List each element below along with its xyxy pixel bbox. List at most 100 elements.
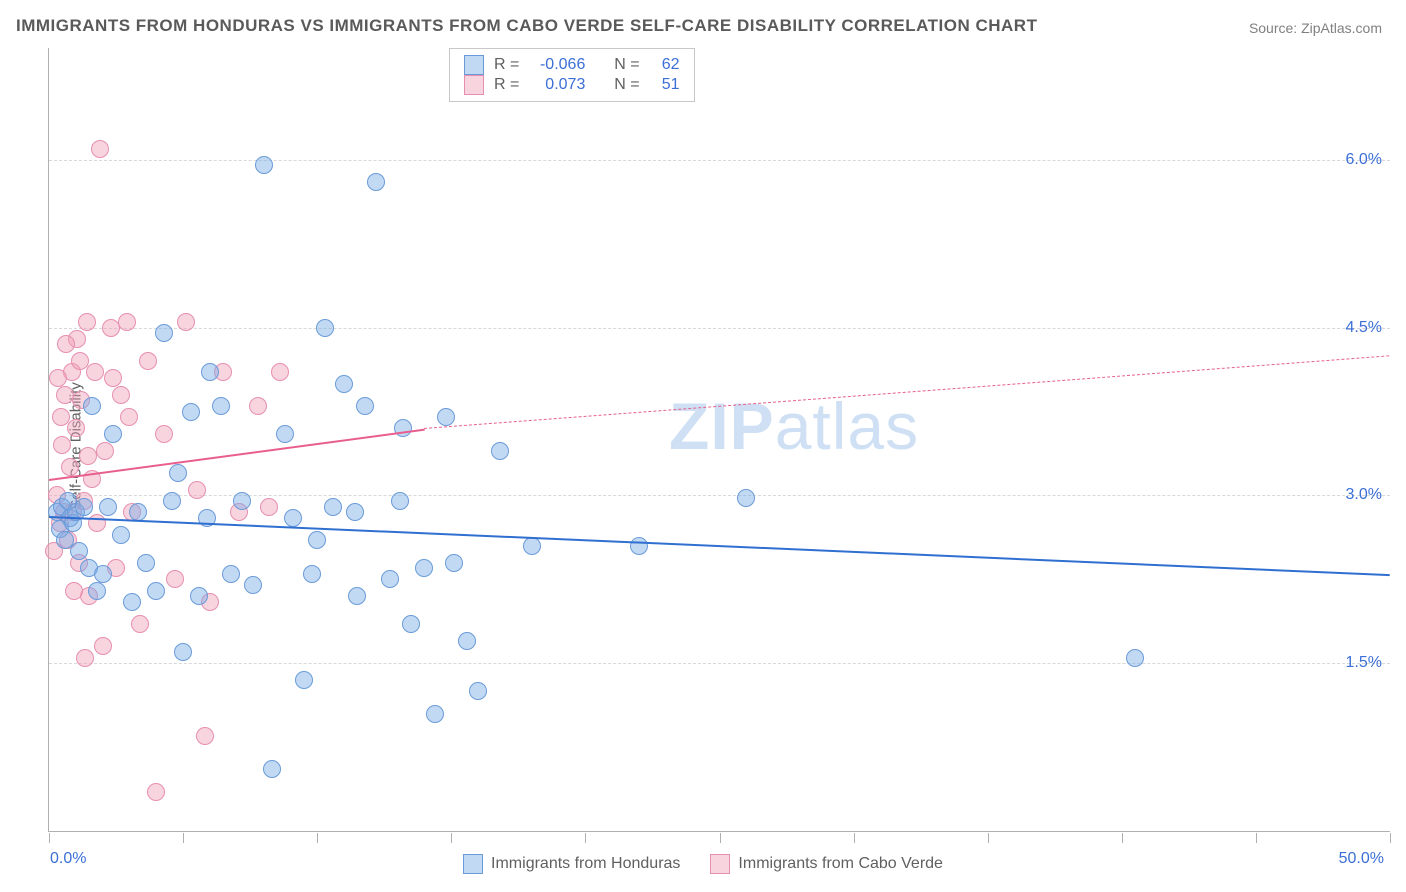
correlation-legend: R = -0.066 N = 62 R = 0.073 N = 51 <box>449 48 695 102</box>
data-point-a <box>523 537 541 555</box>
n-value-a: 62 <box>650 56 680 74</box>
data-point-b <box>61 458 79 476</box>
data-point-a <box>263 760 281 778</box>
r-label: R = <box>494 76 519 94</box>
r-value-b: 0.073 <box>529 76 585 94</box>
data-point-a <box>123 593 141 611</box>
data-point-b <box>57 335 75 353</box>
data-point-a <box>308 531 326 549</box>
legend-row-a: R = -0.066 N = 62 <box>464 55 680 75</box>
swatch-series-a <box>463 854 483 874</box>
gridline <box>49 663 1390 664</box>
data-point-a <box>437 408 455 426</box>
data-point-b <box>118 313 136 331</box>
legend-item-a: Immigrants from Honduras <box>463 854 680 874</box>
y-tick-label: 1.5% <box>1346 654 1382 672</box>
data-point-a <box>83 397 101 415</box>
data-point-a <box>630 537 648 555</box>
data-point-a <box>381 570 399 588</box>
data-point-a <box>402 615 420 633</box>
data-point-a <box>295 671 313 689</box>
data-point-b <box>196 727 214 745</box>
source-prefix: Source: <box>1249 20 1301 36</box>
data-point-a <box>348 587 366 605</box>
data-point-b <box>188 481 206 499</box>
x-tick <box>1390 833 1391 843</box>
y-tick-label: 3.0% <box>1346 486 1382 504</box>
data-point-a <box>469 682 487 700</box>
data-point-a <box>70 542 88 560</box>
data-point-a <box>303 565 321 583</box>
data-point-a <box>737 489 755 507</box>
swatch-series-b <box>710 854 730 874</box>
data-point-b <box>65 582 83 600</box>
data-point-a <box>88 582 106 600</box>
data-point-b <box>166 570 184 588</box>
source-attribution: Source: ZipAtlas.com <box>1249 20 1382 36</box>
data-point-a <box>391 492 409 510</box>
x-tick <box>988 833 989 843</box>
x-tick <box>317 833 318 843</box>
data-point-a <box>174 643 192 661</box>
data-point-b <box>271 363 289 381</box>
data-point-a <box>212 397 230 415</box>
x-tick <box>183 833 184 843</box>
data-point-a <box>190 587 208 605</box>
data-point-a <box>316 319 334 337</box>
x-tick <box>854 833 855 843</box>
data-point-b <box>177 313 195 331</box>
x-tick <box>1256 833 1257 843</box>
n-value-b: 51 <box>650 76 680 94</box>
x-tick <box>720 833 721 843</box>
gridline <box>49 328 1390 329</box>
data-point-a <box>335 375 353 393</box>
data-point-a <box>169 464 187 482</box>
swatch-series-a <box>464 55 484 75</box>
data-point-b <box>52 408 70 426</box>
data-point-b <box>112 386 130 404</box>
data-point-a <box>137 554 155 572</box>
data-point-a <box>104 425 122 443</box>
data-point-a <box>99 498 117 516</box>
data-point-b <box>139 352 157 370</box>
data-point-a <box>244 576 262 594</box>
data-point-a <box>233 492 251 510</box>
x-tick <box>585 833 586 843</box>
data-point-a <box>147 582 165 600</box>
data-point-a <box>394 419 412 437</box>
data-point-a <box>415 559 433 577</box>
data-point-a <box>458 632 476 650</box>
data-point-b <box>49 369 67 387</box>
data-point-a <box>112 526 130 544</box>
data-point-a <box>284 509 302 527</box>
data-point-a <box>356 397 374 415</box>
data-point-b <box>78 313 96 331</box>
data-point-a <box>445 554 463 572</box>
data-point-b <box>260 498 278 516</box>
y-tick-label: 6.0% <box>1346 151 1382 169</box>
source-link[interactable]: ZipAtlas.com <box>1301 20 1382 36</box>
page-title: IMMIGRANTS FROM HONDURAS VS IMMIGRANTS F… <box>16 16 1037 36</box>
data-point-b <box>94 637 112 655</box>
data-point-a <box>346 503 364 521</box>
data-point-b <box>76 649 94 667</box>
x-tick <box>49 833 50 843</box>
x-tick <box>451 833 452 843</box>
x-tick <box>1122 833 1123 843</box>
legend-item-b: Immigrants from Cabo Verde <box>710 854 943 874</box>
swatch-series-b <box>464 75 484 95</box>
data-point-b <box>120 408 138 426</box>
data-point-b <box>71 352 89 370</box>
data-point-a <box>255 156 273 174</box>
scatter-chart: ZIPatlas R = -0.066 N = 62 R = 0.073 N =… <box>48 48 1390 832</box>
r-value-a: -0.066 <box>529 56 585 74</box>
series-legend: Immigrants from Honduras Immigrants from… <box>0 854 1406 874</box>
data-point-a <box>222 565 240 583</box>
data-point-a <box>201 363 219 381</box>
trendline-extrapolated <box>424 356 1390 430</box>
data-point-b <box>53 436 71 454</box>
data-point-a <box>276 425 294 443</box>
data-point-b <box>147 783 165 801</box>
r-label: R = <box>494 56 519 74</box>
data-point-b <box>249 397 267 415</box>
